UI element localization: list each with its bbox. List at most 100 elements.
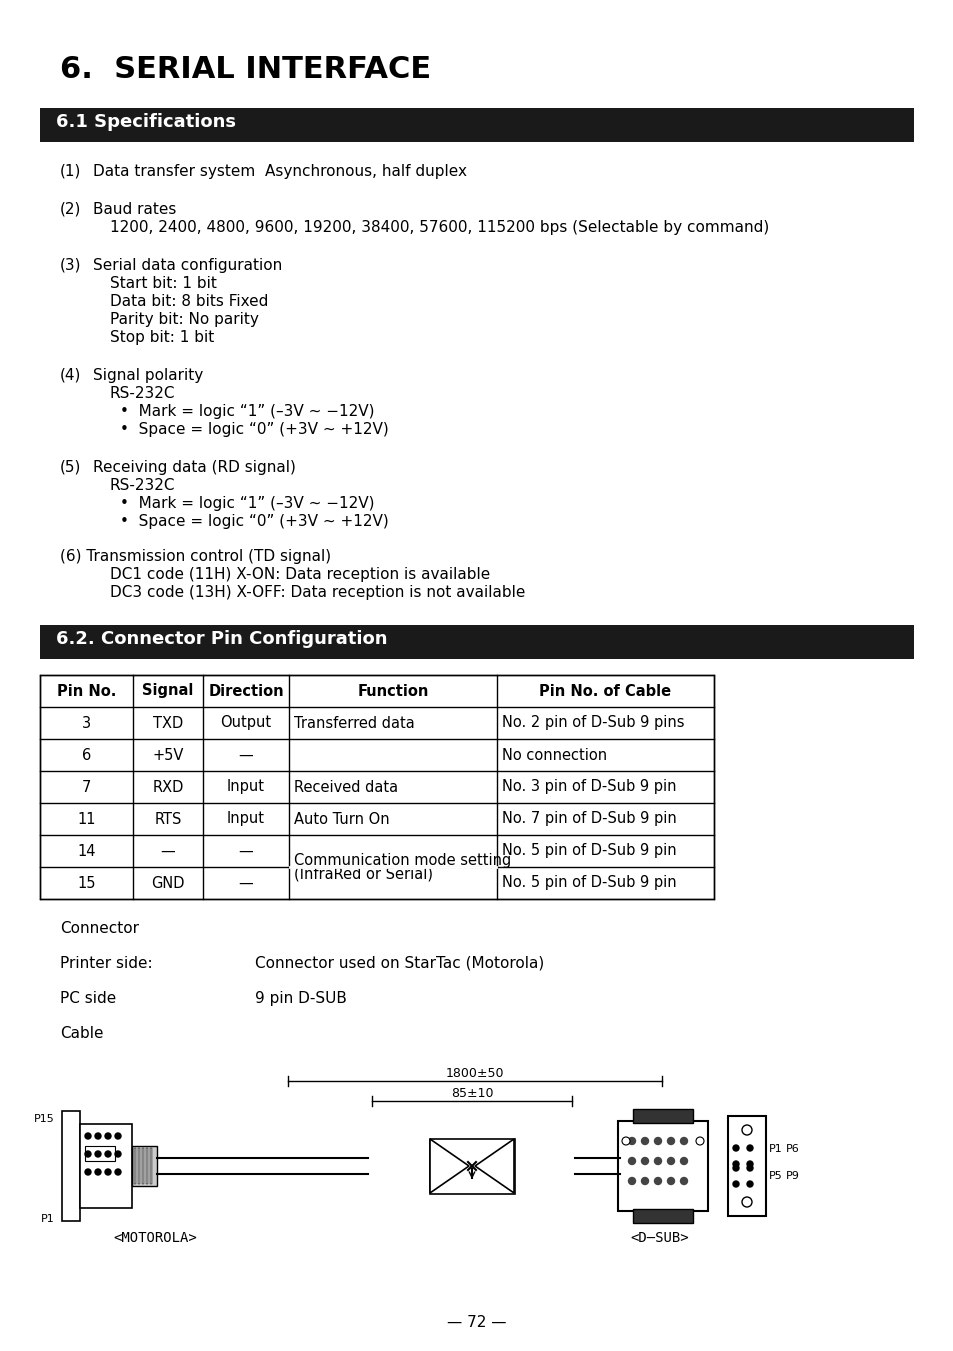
Circle shape bbox=[95, 1169, 101, 1175]
Circle shape bbox=[679, 1178, 687, 1185]
Text: RS-232C: RS-232C bbox=[110, 386, 175, 401]
Text: P5: P5 bbox=[768, 1171, 781, 1181]
Circle shape bbox=[746, 1146, 752, 1151]
Text: Transferred data: Transferred data bbox=[294, 716, 415, 731]
Text: Serial data configuration: Serial data configuration bbox=[92, 258, 282, 273]
Text: — 72 —: — 72 — bbox=[447, 1315, 506, 1329]
Circle shape bbox=[741, 1197, 751, 1206]
Text: TXD: TXD bbox=[152, 716, 183, 731]
Bar bbox=[142, 1148, 144, 1183]
Circle shape bbox=[105, 1133, 111, 1139]
Text: No. 5 pin of D-Sub 9 pin: No. 5 pin of D-Sub 9 pin bbox=[501, 875, 676, 890]
Text: 6: 6 bbox=[82, 747, 91, 762]
Text: No. 7 pin of D-Sub 9 pin: No. 7 pin of D-Sub 9 pin bbox=[501, 812, 676, 827]
Text: —: — bbox=[238, 875, 253, 890]
Circle shape bbox=[115, 1169, 121, 1175]
Text: Signal polarity: Signal polarity bbox=[92, 367, 203, 382]
Text: Printer side:: Printer side: bbox=[60, 957, 152, 971]
Text: •  Space = logic “0” (+3V ~ +12V): • Space = logic “0” (+3V ~ +12V) bbox=[120, 422, 388, 436]
Circle shape bbox=[732, 1146, 739, 1151]
Text: Pin No.: Pin No. bbox=[57, 684, 116, 698]
Bar bbox=[633, 1209, 692, 1223]
Circle shape bbox=[621, 1138, 629, 1146]
Text: Pin No. of Cable: Pin No. of Cable bbox=[538, 684, 671, 698]
Circle shape bbox=[654, 1178, 660, 1185]
Text: (1): (1) bbox=[60, 163, 81, 178]
Text: Data bit: 8 bits Fixed: Data bit: 8 bits Fixed bbox=[110, 295, 268, 309]
Circle shape bbox=[95, 1151, 101, 1156]
Text: 14: 14 bbox=[77, 843, 95, 858]
Circle shape bbox=[667, 1178, 674, 1185]
Bar bbox=[62, 1111, 80, 1221]
Bar bbox=[727, 1116, 765, 1216]
Text: 1800±50: 1800±50 bbox=[445, 1067, 504, 1079]
Text: No. 5 pin of D-Sub 9 pin: No. 5 pin of D-Sub 9 pin bbox=[501, 843, 676, 858]
Text: P15: P15 bbox=[34, 1115, 55, 1124]
Text: PC side: PC side bbox=[60, 992, 116, 1006]
Text: RS-232C: RS-232C bbox=[110, 478, 175, 493]
Text: —: — bbox=[238, 843, 253, 858]
Text: +5V: +5V bbox=[152, 747, 184, 762]
Circle shape bbox=[628, 1158, 635, 1165]
Circle shape bbox=[640, 1178, 648, 1185]
Text: GND: GND bbox=[152, 875, 185, 890]
Circle shape bbox=[746, 1161, 752, 1167]
Circle shape bbox=[85, 1133, 91, 1139]
Text: Data transfer system: Data transfer system bbox=[92, 163, 255, 178]
Text: (3): (3) bbox=[60, 258, 81, 273]
Circle shape bbox=[679, 1138, 687, 1144]
Text: Auto Turn On: Auto Turn On bbox=[294, 812, 389, 827]
Circle shape bbox=[667, 1138, 674, 1144]
Bar bbox=[85, 1146, 115, 1161]
Circle shape bbox=[85, 1169, 91, 1175]
Text: Asynchronous, half duplex: Asynchronous, half duplex bbox=[265, 163, 467, 178]
Polygon shape bbox=[430, 1139, 469, 1193]
Text: No connection: No connection bbox=[501, 747, 606, 762]
Text: 7: 7 bbox=[82, 780, 91, 794]
Circle shape bbox=[654, 1138, 660, 1144]
Bar bbox=[40, 676, 713, 898]
Text: (5): (5) bbox=[60, 459, 81, 476]
Text: •  Mark = logic “1” (–3V ~ −12V): • Mark = logic “1” (–3V ~ −12V) bbox=[120, 404, 375, 419]
Text: Cable: Cable bbox=[60, 1025, 103, 1042]
Text: —: — bbox=[160, 843, 175, 858]
Bar bbox=[146, 1148, 148, 1183]
Text: Stop bit: 1 bit: Stop bit: 1 bit bbox=[110, 330, 214, 345]
Text: 6.  SERIAL INTERFACE: 6. SERIAL INTERFACE bbox=[60, 55, 431, 84]
Circle shape bbox=[105, 1151, 111, 1156]
Bar bbox=[133, 1148, 136, 1183]
Text: Direction: Direction bbox=[208, 684, 283, 698]
Circle shape bbox=[732, 1165, 739, 1171]
Text: —: — bbox=[238, 747, 253, 762]
Circle shape bbox=[667, 1158, 674, 1165]
Text: (InfraRed or Serial): (InfraRed or Serial) bbox=[294, 866, 433, 881]
Text: P1: P1 bbox=[41, 1215, 55, 1224]
Circle shape bbox=[679, 1158, 687, 1165]
Text: 11: 11 bbox=[77, 812, 95, 827]
Circle shape bbox=[746, 1181, 752, 1188]
Text: 6.1 Specifications: 6.1 Specifications bbox=[56, 113, 235, 131]
Text: Function: Function bbox=[357, 684, 428, 698]
Circle shape bbox=[628, 1178, 635, 1185]
Circle shape bbox=[95, 1133, 101, 1139]
Bar bbox=[618, 1121, 707, 1210]
Text: Receiving data (RD signal): Receiving data (RD signal) bbox=[92, 459, 295, 476]
Circle shape bbox=[746, 1165, 752, 1171]
Text: <D–SUB>: <D–SUB> bbox=[630, 1231, 689, 1246]
Text: 6.2. Connector Pin Configuration: 6.2. Connector Pin Configuration bbox=[56, 630, 387, 648]
Circle shape bbox=[115, 1133, 121, 1139]
Circle shape bbox=[640, 1138, 648, 1144]
Text: DC3 code (13H) X-OFF: Data reception is not available: DC3 code (13H) X-OFF: Data reception is … bbox=[110, 585, 525, 600]
Text: Parity bit: No parity: Parity bit: No parity bbox=[110, 312, 258, 327]
Text: Connector used on StarTac (Motorola): Connector used on StarTac (Motorola) bbox=[254, 957, 543, 971]
Text: Baud rates: Baud rates bbox=[92, 203, 176, 218]
Text: Input: Input bbox=[227, 780, 265, 794]
Bar bbox=[150, 1148, 152, 1183]
Circle shape bbox=[654, 1158, 660, 1165]
Circle shape bbox=[115, 1151, 121, 1156]
Bar bbox=[633, 1109, 692, 1123]
Text: (4): (4) bbox=[60, 367, 81, 382]
Bar bbox=[430, 1139, 515, 1194]
Text: •  Space = logic “0” (+3V ~ +12V): • Space = logic “0” (+3V ~ +12V) bbox=[120, 513, 388, 530]
Circle shape bbox=[640, 1158, 648, 1165]
